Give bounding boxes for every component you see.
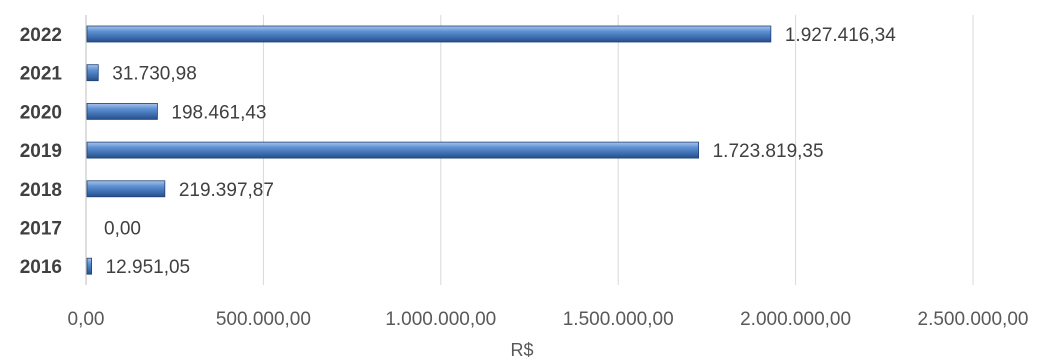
bar (86, 141, 700, 159)
data-label: 198.461,43 (171, 102, 266, 123)
data-label: 1.723.819,35 (713, 141, 824, 162)
bar (86, 180, 166, 198)
data-label: 219.397,87 (179, 180, 274, 201)
category-label: 2018 (20, 180, 62, 201)
x-tick-label: 0,00 (68, 309, 105, 330)
bar (86, 64, 99, 82)
category-label: 2020 (20, 102, 62, 123)
bar (86, 257, 92, 275)
x-tick-label: 500.000,00 (216, 309, 311, 330)
x-tick-label: 1.500.000,00 (563, 309, 674, 330)
x-tick-label: 2.500.000,00 (918, 309, 1029, 330)
bar (86, 103, 158, 120)
x-tick-label: 2.000.000,00 (740, 309, 851, 330)
x-axis-title: R$ (510, 340, 533, 360)
data-label: 31.730,98 (112, 64, 197, 85)
category-label: 2016 (20, 257, 62, 278)
labels: 0,00 500.000,00 1.000.000,00 1.500.000,00 2.… (20, 25, 1029, 330)
category-label: 2021 (20, 64, 63, 85)
x-tick-label: 1.000.000,00 (385, 309, 496, 330)
bar (86, 25, 772, 43)
category-label: 2019 (20, 141, 62, 162)
category-label: 2017 (20, 219, 62, 240)
data-label: 1.927.416,34 (785, 25, 896, 46)
category-label: 2022 (20, 25, 62, 46)
data-label: 0,00 (104, 219, 141, 240)
bars (86, 25, 772, 275)
data-label: 12.951,05 (106, 257, 191, 278)
